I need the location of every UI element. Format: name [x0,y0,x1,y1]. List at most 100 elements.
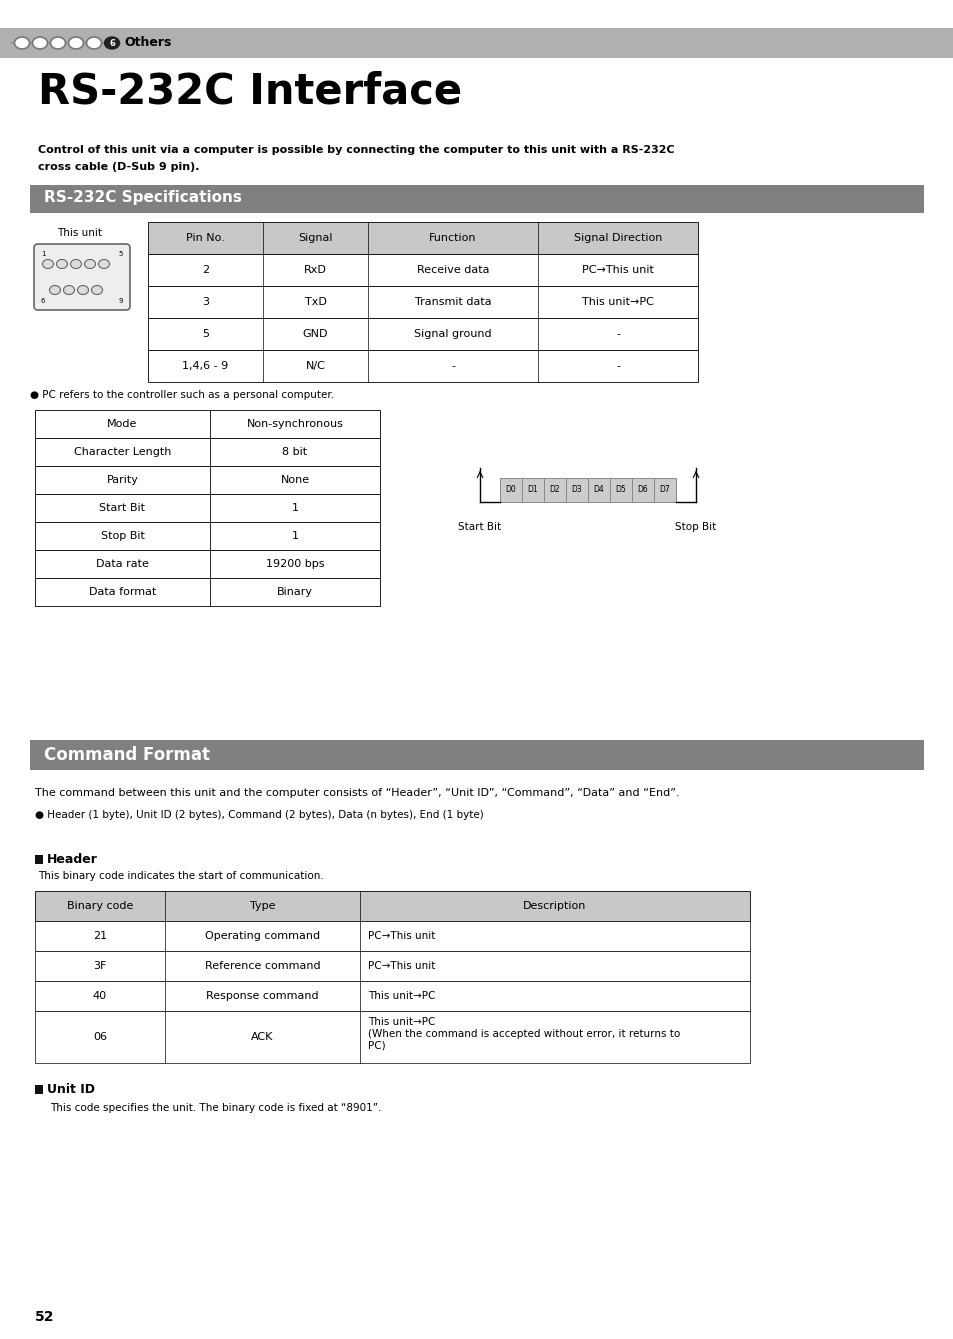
Text: Stop Bit: Stop Bit [100,532,144,541]
Ellipse shape [14,37,30,50]
Text: 5: 5 [202,329,209,339]
Text: 1: 1 [41,250,46,257]
Text: D6: D6 [637,486,648,494]
Text: 6: 6 [109,39,114,47]
Text: 1: 1 [292,532,298,541]
Text: Non-synchronous: Non-synchronous [246,419,343,428]
Text: ACK: ACK [251,1032,274,1042]
Text: Binary: Binary [276,586,313,597]
Text: Signal Direction: Signal Direction [573,233,661,242]
Text: TxD: TxD [304,297,326,307]
Bar [35,438,379,466]
Bar [35,981,749,1011]
Bar [35,890,749,921]
Text: Start Bit: Start Bit [99,503,146,513]
Bar [631,478,654,502]
Text: 19200 bps: 19200 bps [266,558,324,569]
Text: Operating command: Operating command [205,931,319,941]
Text: This unit: This unit [57,228,102,238]
Text: Binary code: Binary code [67,901,133,911]
Text: D1: D1 [527,486,537,494]
Bar [35,466,379,494]
Text: 21: 21 [92,931,107,941]
Text: 1: 1 [292,503,298,513]
Ellipse shape [98,260,110,269]
Bar [654,478,676,502]
Bar [499,478,521,502]
Text: -: - [616,329,619,339]
Bar [30,185,923,213]
Text: D0: D0 [505,486,516,494]
Text: Receive data: Receive data [416,265,489,274]
FancyBboxPatch shape [34,244,130,311]
Bar [35,494,379,522]
Bar [0,28,953,58]
Text: Reference command: Reference command [205,961,320,971]
Ellipse shape [91,285,102,295]
Text: 5: 5 [118,250,123,257]
Text: cross cable (D-Sub 9 pin).: cross cable (D-Sub 9 pin). [38,162,199,171]
Text: Character Length: Character Length [73,447,171,457]
Text: Parity: Parity [107,475,138,485]
Bar [148,287,698,317]
Ellipse shape [71,260,81,269]
Bar [521,478,543,502]
Text: Stop Bit: Stop Bit [675,522,716,532]
Text: Control of this unit via a computer is possible by connecting the computer to th: Control of this unit via a computer is p… [38,145,674,155]
Text: RS-232C Specifications: RS-232C Specifications [44,190,242,205]
Text: This unit→PC
(When the command is accepted without error, it returns to
PC): This unit→PC (When the command is accept… [368,1018,679,1050]
Text: Signal ground: Signal ground [414,329,492,339]
Ellipse shape [56,260,68,269]
Bar [587,478,609,502]
Bar [543,478,565,502]
Bar [148,317,698,349]
Text: D3: D3 [571,486,581,494]
Bar [565,478,587,502]
Text: Type: Type [250,901,275,911]
Ellipse shape [43,260,53,269]
Ellipse shape [87,37,101,50]
Text: Data format: Data format [89,586,156,597]
Bar [35,1085,43,1094]
Text: D7: D7 [659,486,670,494]
Bar [148,222,698,254]
Text: 9: 9 [118,299,123,304]
Text: ● PC refers to the controller such as a personal computer.: ● PC refers to the controller such as a … [30,390,334,400]
Text: RxD: RxD [304,265,327,274]
Text: 8 bit: 8 bit [282,447,307,457]
Bar [35,921,749,951]
Text: Others: Others [124,36,172,50]
Text: 40: 40 [92,991,107,1002]
Bar [35,578,379,607]
Ellipse shape [69,37,84,50]
Ellipse shape [32,37,48,50]
Text: 1,4,6 - 9: 1,4,6 - 9 [182,362,229,371]
Bar [35,410,379,438]
Text: -: - [451,362,455,371]
Text: 3F: 3F [93,961,107,971]
Text: Unit ID: Unit ID [47,1083,95,1097]
Ellipse shape [50,285,60,295]
Text: -: - [616,362,619,371]
Text: None: None [280,475,309,485]
Text: Signal: Signal [298,233,333,242]
Text: 6: 6 [41,299,46,304]
Bar [35,1011,749,1063]
Text: PC→This unit: PC→This unit [581,265,653,274]
Text: 3: 3 [202,297,209,307]
Text: Header: Header [47,853,98,866]
Text: 52: 52 [35,1310,54,1324]
Bar [35,951,749,981]
Text: Transmit data: Transmit data [415,297,491,307]
Ellipse shape [105,37,119,50]
Text: D5: D5 [615,486,626,494]
Text: ● Header (1 byte), Unit ID (2 bytes), Command (2 bytes), Data (n bytes), End (1 : ● Header (1 byte), Unit ID (2 bytes), Co… [35,810,483,819]
Text: 06: 06 [92,1032,107,1042]
Bar [148,254,698,287]
Bar [30,740,923,770]
Ellipse shape [85,260,95,269]
Text: Response command: Response command [206,991,318,1002]
Text: This binary code indicates the start of communication.: This binary code indicates the start of … [38,870,323,881]
Text: D2: D2 [549,486,559,494]
Text: Function: Function [429,233,476,242]
